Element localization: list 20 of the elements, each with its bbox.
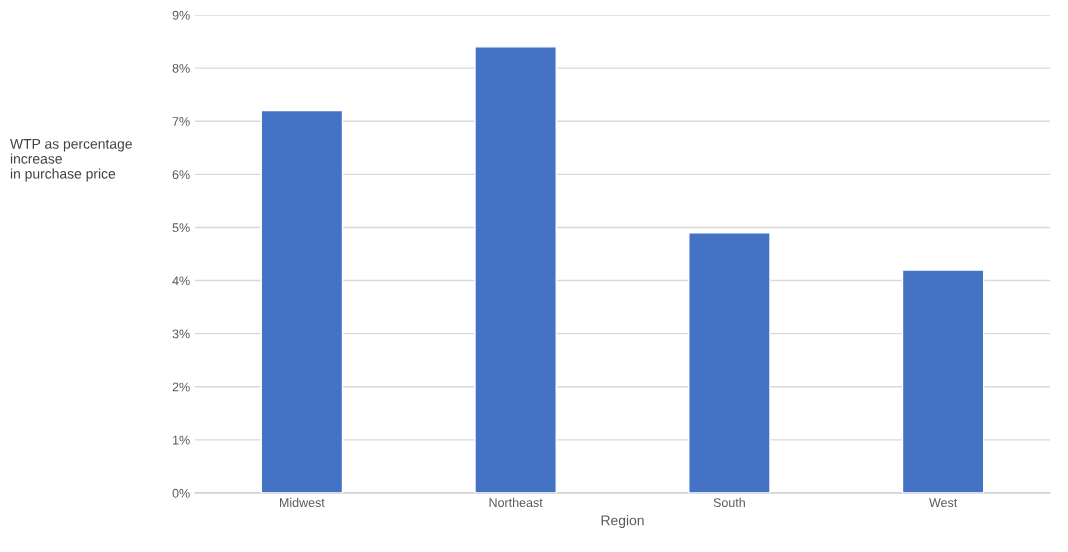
y-tick-label: 2% xyxy=(172,382,190,392)
bar xyxy=(688,232,771,493)
y-tick-label: 5% xyxy=(172,223,190,233)
x-tick-label: Northeast xyxy=(489,497,543,508)
x-tick-label: South xyxy=(713,497,745,508)
y-tick-label: 1% xyxy=(173,435,190,445)
y-tick-label: 3% xyxy=(172,329,190,339)
bar xyxy=(901,269,985,493)
x-tick-label: Midwest xyxy=(279,497,325,508)
y-tick-label: 9% xyxy=(172,10,190,20)
y-tick-label: 8% xyxy=(172,63,190,73)
bar xyxy=(260,109,344,493)
y-axis-title: WTP as percentage increase in purchase price xyxy=(10,139,132,182)
x-tick-label: West xyxy=(929,498,958,508)
y-tick-label: 4% xyxy=(172,276,190,286)
x-axis-title: Region xyxy=(601,515,644,529)
y-tick-label: 7% xyxy=(172,117,190,126)
y-tick-label: 6% xyxy=(172,170,190,179)
y-tick-label: 0% xyxy=(172,488,190,498)
bar xyxy=(474,46,557,493)
